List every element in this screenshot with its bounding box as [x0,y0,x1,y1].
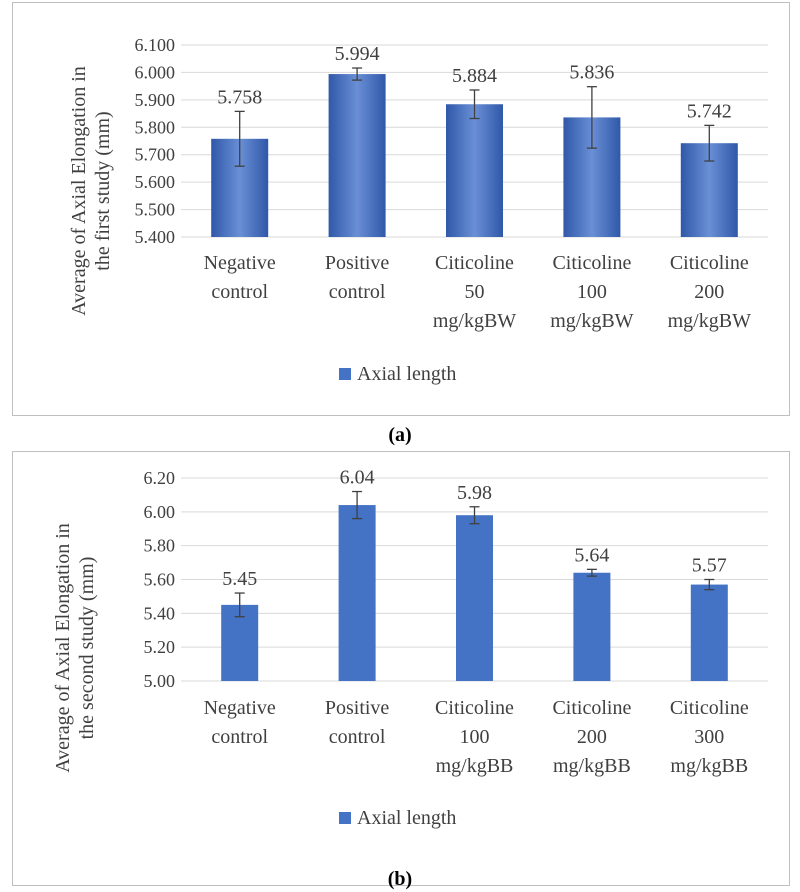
bar-chart-b: 5.00 5.20 5.40 5.60 5.80 6.00 6.20 Average of A… [52,467,768,829]
category-label: Citicoline 200 mg/kgBW [668,252,751,332]
y-tick-label: 6.20 [144,468,176,488]
data-label: 5.45 [222,568,257,590]
y-tick-label: 6.000 [135,62,176,82]
y-tick-label: 5.900 [135,90,176,110]
y-tick-label: 5.600 [135,172,176,192]
bar-chart-a: 5.400 5.500 5.600 5.700 5.800 5.900 6.000 6.100… [68,35,768,385]
bar [573,572,611,681]
category-label: Negative control [204,252,276,303]
category-label: Positive control [325,697,390,748]
category-label: Citicoline 100 mg/kgBW [550,252,633,332]
caption-a-text: (a) [388,424,412,446]
y-tick-label: 5.80 [144,536,176,556]
bar [338,505,376,681]
bar [690,584,728,681]
bar [456,515,493,681]
caption-b-text: (b) [387,868,413,890]
category-label: Citicoline 100 mg/kgBB [435,697,514,777]
y-axis-title: Average of Axial Elongation in the first … [68,66,114,316]
y-tick-label: 5.60 [144,570,176,590]
y-tick-label: 5.00 [144,671,176,691]
caption-a: (a) [0,424,800,447]
bar [446,104,503,237]
data-label: 6.04 [340,467,375,489]
category-label: Citicoline 300 mg/kgBB [670,697,749,777]
data-label: 5.884 [452,65,497,87]
y-tick-label: 5.500 [135,200,176,220]
legend: Axial length [339,363,456,385]
data-label: 5.64 [574,544,609,566]
chart-panel-b: 5.00 5.20 5.40 5.60 5.80 6.00 6.20 Average of A… [12,451,790,886]
bar [221,604,259,681]
y-tick-label: 5.700 [135,145,176,165]
category-label: Negative control [204,697,276,748]
legend-label: Axial length [357,363,456,385]
bar [328,74,386,238]
y-axis-title: Average of Axial Elongation in the second… [52,523,98,773]
legend-label: Axial length [357,807,456,829]
data-label: 5.758 [217,86,262,108]
y-tick-label: 5.800 [135,117,176,137]
chart-panel-a: 5.400 5.500 5.600 5.700 5.800 5.900 6.000 6.100… [12,2,790,416]
data-label: 5.57 [692,555,727,577]
data-label: 5.742 [687,100,732,122]
y-tick-label: 5.20 [144,637,176,657]
data-label: 5.994 [335,43,380,65]
data-label: 5.836 [569,62,614,84]
category-label: Positive control [325,252,390,303]
y-tick-label: 6.00 [144,502,176,522]
y-tick-label: 6.100 [135,35,176,55]
category-label: Citicoline 200 mg/kgBB [552,697,631,777]
data-label: 5.98 [457,482,492,504]
category-label: Citicoline 50 mg/kgBW [433,252,516,332]
y-tick-label: 5.40 [144,603,176,623]
y-tick-label: 5.400 [135,227,176,247]
caption-b: (b) [0,868,800,891]
legend-swatch [339,812,351,824]
legend: Axial length [339,807,456,829]
legend-swatch [339,368,351,380]
